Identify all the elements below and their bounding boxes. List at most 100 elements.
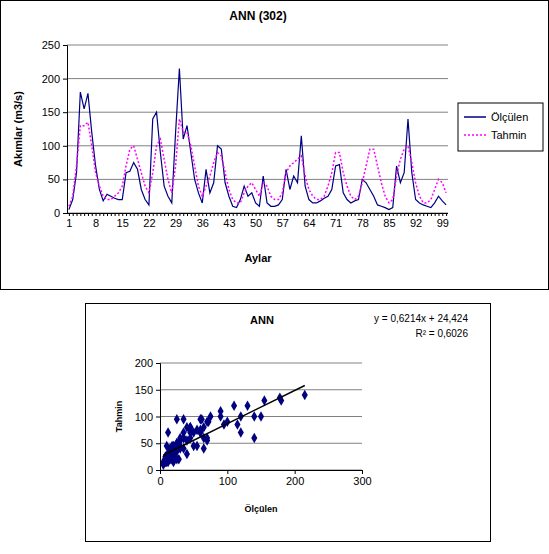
tick-label: 100 [219, 475, 237, 487]
tick [408, 213, 409, 216]
tick [324, 213, 325, 216]
tick [172, 213, 173, 216]
scatter-point [181, 414, 187, 425]
tick: 29 [170, 213, 182, 229]
axis-title: Akımlar (m3/s) [12, 91, 24, 167]
tick-mark [145, 213, 146, 216]
tick-mark [412, 213, 413, 216]
tick [355, 213, 356, 216]
tick-mark [275, 213, 276, 216]
tick-mark [324, 213, 325, 216]
legend: ÖlçülenTahmin [458, 103, 543, 151]
tick-mark [63, 45, 67, 46]
tick: 100 [42, 140, 67, 152]
tick: 78 [357, 213, 369, 229]
scatter-point [201, 443, 207, 454]
tick-label: 57 [277, 217, 289, 229]
tick-mark [233, 213, 234, 216]
scatter-point [204, 435, 210, 446]
tick: 64 [303, 213, 315, 229]
tick-mark [141, 213, 142, 216]
tick-mark [256, 213, 257, 216]
tick: 85 [383, 213, 395, 229]
tick: 8 [93, 213, 99, 229]
tick: 36 [197, 213, 209, 229]
tick: 43 [223, 213, 235, 229]
series-line [69, 69, 446, 210]
tick-label: 1 [66, 217, 72, 229]
tick-mark [195, 213, 196, 216]
tick-label: 22 [143, 217, 155, 229]
tick: 92 [410, 213, 422, 229]
tick [126, 213, 127, 216]
tick [435, 213, 436, 216]
tick-mark [295, 470, 296, 474]
tick-label: 92 [410, 217, 422, 229]
tick [275, 213, 276, 216]
tick-mark [271, 213, 272, 216]
tick [320, 213, 321, 216]
tick [240, 213, 241, 216]
tick-mark [355, 213, 356, 216]
axis-line [161, 471, 363, 475]
tick-mark [77, 213, 78, 216]
tick-mark [214, 213, 215, 216]
tick-mark [393, 213, 394, 216]
tick-mark [229, 213, 230, 216]
tick-label: 29 [170, 217, 182, 229]
legend-box [458, 103, 543, 151]
tick-mark [122, 213, 123, 216]
tick [84, 213, 85, 216]
tick-mark [187, 213, 188, 216]
tick: 57 [277, 213, 289, 229]
tick-mark [446, 213, 447, 216]
tick [157, 213, 158, 216]
scatter-point [218, 411, 224, 422]
tick [111, 213, 112, 216]
tick-mark [381, 213, 382, 216]
tick [259, 213, 260, 216]
tick-mark [431, 213, 432, 216]
tick-mark [96, 213, 97, 216]
tick-mark [160, 213, 161, 216]
tick [73, 213, 74, 216]
tick [237, 213, 238, 216]
grid-line [160, 389, 362, 390]
scatter-point [234, 419, 240, 430]
tick [153, 213, 154, 216]
scatter-point [251, 433, 257, 444]
tick-mark [183, 213, 184, 216]
legend-label: Ölçülen [491, 111, 528, 123]
tick-mark [156, 390, 160, 391]
tick-mark [366, 213, 367, 216]
tick-mark [221, 213, 222, 216]
tick [400, 213, 401, 216]
tick-mark [156, 470, 160, 471]
tick-mark [423, 213, 424, 216]
tick-mark [240, 213, 241, 216]
tick [195, 213, 196, 216]
scatter-point [174, 414, 180, 425]
tick-mark [179, 213, 180, 216]
tick [244, 213, 245, 216]
tick-mark [419, 213, 420, 216]
tick [305, 213, 306, 216]
tick [419, 213, 420, 216]
tick: 50 [48, 173, 67, 185]
tick-mark [362, 470, 363, 474]
tick-mark [305, 213, 306, 216]
tick-mark [435, 213, 436, 216]
axis-title: Tahmin [114, 401, 124, 432]
tick-mark [294, 213, 295, 216]
tick-label: 50 [141, 437, 153, 449]
tick-mark [278, 213, 279, 216]
tick: 0 [54, 207, 67, 219]
tick-mark [80, 213, 81, 216]
tick-label: 150 [42, 106, 60, 118]
tick-mark [118, 213, 119, 216]
axis-line [63, 46, 68, 214]
tick [198, 213, 199, 216]
tick [351, 213, 352, 216]
series-line [69, 119, 446, 206]
tick [278, 213, 279, 216]
